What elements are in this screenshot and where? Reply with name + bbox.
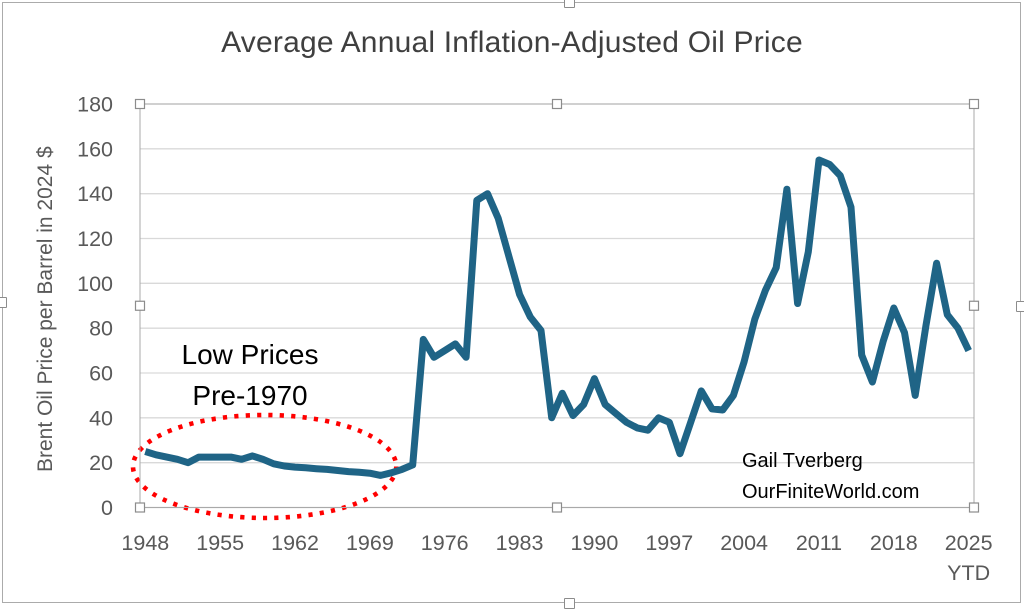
x-tick-label-2004: 2004 xyxy=(720,531,768,555)
y-tick-label-100: 100 xyxy=(77,272,113,296)
chart-selection-handle-right[interactable] xyxy=(1016,301,1024,312)
annotation-line-2: Pre-1970 xyxy=(192,380,308,411)
x-tick-label-2018: 2018 xyxy=(870,531,918,555)
y-tick-label-180: 180 xyxy=(77,93,113,117)
x-tick-label-1948: 1948 xyxy=(121,531,169,555)
plot-handle-1-2[interactable] xyxy=(968,300,980,311)
credit-site: OurFiniteWorld.com xyxy=(742,481,920,503)
x-tick-label-1955: 1955 xyxy=(196,531,244,555)
x-tick-label-2025: 2025 xyxy=(945,531,993,555)
y-tick-label-60: 60 xyxy=(89,362,113,386)
x-tick-label-1990: 1990 xyxy=(571,531,619,555)
y-tick-label-120: 120 xyxy=(77,227,113,251)
credit-author: Gail Tverberg xyxy=(742,450,863,472)
y-axis-tick-labels[interactable]: 0 20 40 60 80 100 120 140 160 180 xyxy=(77,93,113,521)
oil-price-series-line[interactable] xyxy=(144,156,972,479)
y-tick-label-140: 140 xyxy=(77,182,113,206)
plot-handle-2-0[interactable] xyxy=(134,502,146,513)
credit-textbox[interactable]: Gail Tverberg OurFiniteWorld.com xyxy=(742,446,972,508)
plot-handle-0-0[interactable] xyxy=(134,98,146,110)
y-axis-title[interactable]: Brent Oil Price per Barrel in 2024 $ xyxy=(34,146,57,472)
x-tick-label-1969: 1969 xyxy=(346,531,394,555)
chart-selection-handle-left[interactable] xyxy=(0,297,7,308)
x-tick-label-1962: 1962 xyxy=(271,531,319,555)
y-tick-label-80: 80 xyxy=(89,317,113,341)
plot-handle-0-1[interactable] xyxy=(551,98,563,110)
plot-area-handles xyxy=(134,98,980,513)
annotation-textbox-low-prices[interactable]: Low Prices Pre-1970 xyxy=(140,334,360,416)
annotation-ellipse[interactable] xyxy=(130,412,399,521)
chart-selection-handle-top[interactable] xyxy=(564,0,575,8)
plot-handle-2-1[interactable] xyxy=(551,502,563,513)
y-tick-label-160: 160 xyxy=(77,137,113,161)
plot-handle-2-2[interactable] xyxy=(968,502,980,513)
y-tick-label-40: 40 xyxy=(89,406,113,430)
x-tick-label-2011: 2011 xyxy=(796,531,842,555)
annotation-line-1: Low Prices xyxy=(181,339,319,370)
x-tick-label-1983: 1983 xyxy=(496,531,544,555)
y-tick-label-20: 20 xyxy=(89,451,113,475)
chart-selection-handle-bottom[interactable] xyxy=(564,598,575,609)
x-tick-label-1976: 1976 xyxy=(421,531,469,555)
plot-handle-0-2[interactable] xyxy=(968,98,980,110)
chart-title[interactable]: Average Annual Inflation-Adjusted Oil Pr… xyxy=(221,26,803,59)
plot-handle-1-0[interactable] xyxy=(134,300,146,311)
y-tick-label-0: 0 xyxy=(101,496,113,520)
x-tick-label-1997: 1997 xyxy=(645,531,693,555)
x-tick-label-ytd: YTD xyxy=(947,561,990,585)
x-axis-tick-labels[interactable]: 1948 1955 1962 1969 1976 1983 1990 1997 2004 2011… xyxy=(121,531,992,585)
